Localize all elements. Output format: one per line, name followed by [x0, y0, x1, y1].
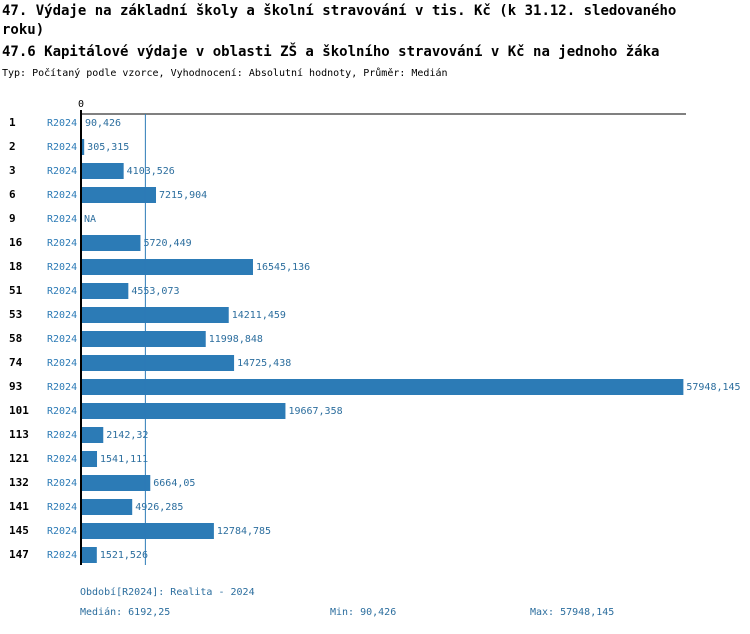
bar	[81, 451, 98, 467]
value-label: NA	[84, 214, 96, 225]
category-label: 145	[9, 524, 29, 537]
bar	[81, 259, 253, 275]
value-label: 16545,136	[256, 262, 310, 273]
period-label: R2024	[47, 262, 77, 273]
bar	[81, 355, 235, 371]
x-tick-label: 0	[78, 99, 84, 110]
period-label: R2024	[47, 478, 77, 489]
value-label: 2142,32	[106, 430, 148, 441]
value-label: 1541,111	[100, 454, 148, 465]
bar	[81, 283, 129, 299]
category-label: 113	[9, 428, 29, 441]
footer-max: Max: 57948,145	[530, 607, 614, 618]
bar	[81, 307, 229, 323]
period-label: R2024	[47, 238, 77, 249]
period-label: R2024	[47, 550, 77, 561]
category-label: 3	[9, 164, 16, 177]
category-label: 18	[9, 260, 22, 273]
category-label: 9	[9, 212, 16, 225]
period-label: R2024	[47, 358, 77, 369]
bar	[81, 235, 141, 251]
category-label: 58	[9, 332, 22, 345]
value-label: 14725,438	[237, 358, 291, 369]
category-label: 121	[9, 452, 29, 465]
period-label: R2024	[47, 286, 77, 297]
category-label: 53	[9, 308, 22, 321]
period-label: R2024	[47, 502, 77, 513]
period-label: R2024	[47, 166, 77, 177]
bar	[81, 331, 206, 347]
period-label: R2024	[47, 430, 77, 441]
period-label: R2024	[47, 526, 77, 537]
chart-title: roku)	[2, 22, 44, 38]
value-label: 4103,526	[127, 166, 175, 177]
category-label: 147	[9, 548, 29, 561]
footer-min: Min: 90,426	[330, 607, 396, 618]
bar	[81, 547, 97, 563]
period-label: R2024	[47, 190, 77, 201]
category-label: 1	[9, 116, 16, 129]
bar	[81, 139, 85, 155]
bar	[81, 499, 133, 515]
category-label: 141	[9, 500, 29, 513]
chart-subtitle: 47.6 Kapitálové výdaje v oblasti ZŠ a šk…	[2, 42, 659, 60]
value-label: 305,315	[87, 142, 129, 153]
value-label: 1521,526	[100, 550, 148, 561]
value-label: 7215,904	[159, 190, 207, 201]
value-label: 5720,449	[143, 238, 191, 249]
period-label: R2024	[47, 142, 77, 153]
category-label: 51	[9, 284, 23, 297]
chart-title: 47. Výdaje na základní školy a školní st…	[2, 3, 676, 19]
footer-period: Období[R2024]: Realita - 2024	[80, 586, 255, 598]
category-label: 74	[9, 356, 23, 369]
period-label: R2024	[47, 454, 77, 465]
period-label: R2024	[47, 118, 77, 129]
category-label: 16	[9, 236, 23, 249]
bar	[81, 427, 104, 443]
value-label: 19667,358	[288, 406, 342, 417]
value-label: 90,426	[85, 118, 121, 129]
value-label: 11998,848	[209, 334, 263, 345]
category-label: 2	[9, 140, 16, 153]
period-label: R2024	[47, 214, 77, 225]
category-label: 93	[9, 380, 22, 393]
period-label: R2024	[47, 406, 77, 417]
category-label: 132	[9, 476, 29, 489]
value-label: 4926,285	[135, 502, 183, 513]
period-label: R2024	[47, 310, 77, 321]
bar	[81, 379, 684, 395]
value-label: 57948,145	[686, 382, 740, 393]
footer-median: Medián: 6192,25	[80, 606, 170, 618]
bar	[81, 475, 151, 491]
period-label: R2024	[47, 382, 77, 393]
value-label: 6664,05	[153, 478, 195, 489]
bar	[81, 163, 124, 179]
value-label: 12784,785	[217, 526, 271, 537]
category-label: 6	[9, 188, 16, 201]
value-label: 4553,073	[131, 286, 179, 297]
bar	[81, 403, 286, 419]
description: Typ: Počítaný podle vzorce, Vyhodnocení:…	[2, 67, 448, 79]
bar	[81, 187, 157, 203]
period-label: R2024	[47, 334, 77, 345]
bar	[81, 523, 214, 539]
category-label: 101	[9, 404, 29, 417]
value-label: 14211,459	[232, 310, 286, 321]
